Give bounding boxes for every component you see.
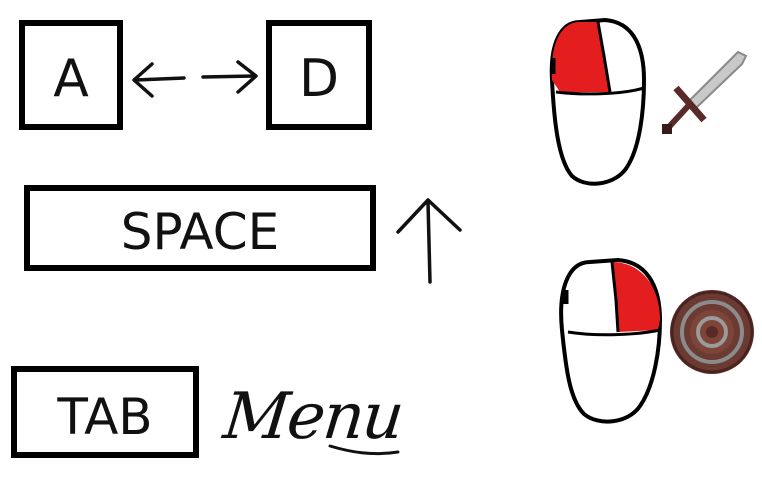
key-space: SPACE	[24, 185, 376, 271]
key-d: D	[266, 20, 372, 130]
arrow-left-icon	[132, 62, 186, 98]
key-tab: TAB	[11, 366, 199, 458]
arrow-up-icon	[396, 198, 462, 284]
key-space-label: SPACE	[120, 203, 280, 261]
sword-icon	[662, 50, 748, 134]
arrow-right-icon	[201, 60, 258, 94]
key-tab-label: TAB	[57, 388, 153, 446]
key-a-label: A	[53, 49, 89, 109]
key-a: A	[19, 20, 123, 130]
shield-icon	[670, 290, 754, 374]
mouse-right-click-icon	[559, 257, 663, 424]
mouse-left-click-icon	[549, 17, 647, 186]
key-d-label: D	[298, 49, 340, 109]
menu-underline-stroke	[328, 444, 400, 456]
